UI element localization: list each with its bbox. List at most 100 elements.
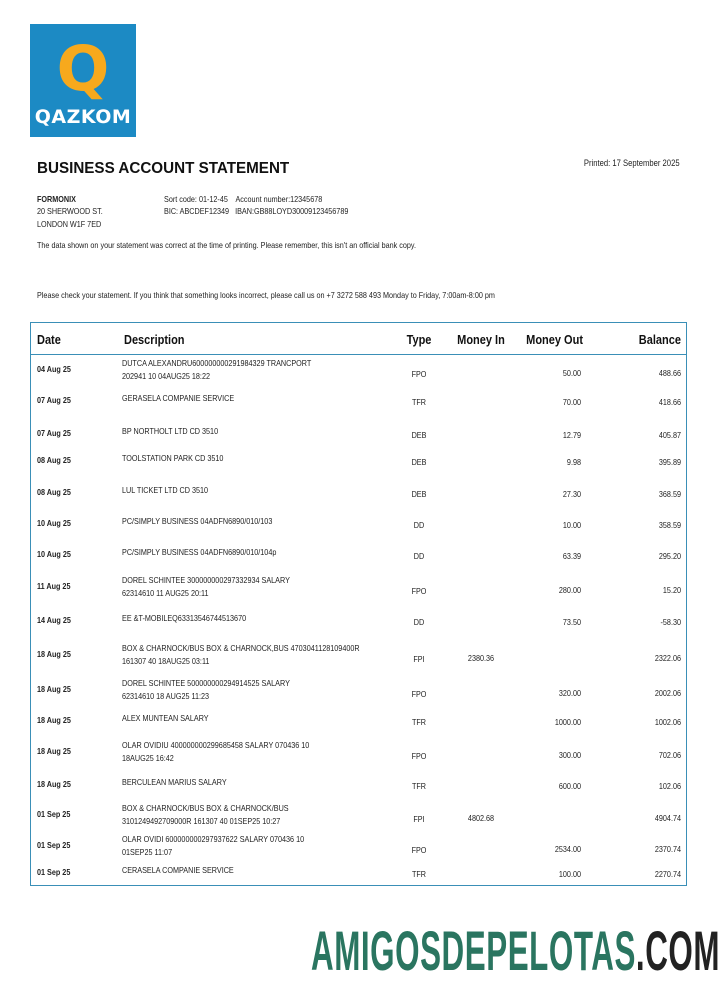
row-money-out: 2534.00 (554, 844, 581, 854)
row-description: DUTCA ALEXANDRU600000000291984329 TRANCP… (122, 358, 312, 368)
row-description: 18AUG25 16:42 (122, 753, 174, 763)
row-money-out: 27.30 (562, 489, 581, 499)
row-description: EE &T-MOBILEQ63313546744513670 (122, 613, 247, 623)
row-description: 3101249492709000R 161307 40 01SEP25 10:2… (122, 816, 281, 826)
row-type: DD (413, 617, 425, 627)
row-description: OLAR OVIDI 600000000297937622 SALARY 070… (122, 834, 305, 844)
logo-brand-text: QAZKOM (34, 106, 132, 128)
row-balance: 4904.74 (654, 813, 681, 823)
row-date: 01 Sep 25 (37, 809, 71, 819)
row-balance: 488.66 (658, 368, 681, 378)
row-money-out: 9.98 (566, 457, 581, 467)
row-type: FPO (411, 845, 427, 855)
row-money-out: 73.50 (562, 617, 581, 627)
row-balance: 358.59 (658, 520, 681, 530)
row-date: 10 Aug 25 (37, 549, 71, 559)
row-type: DEB (411, 457, 427, 467)
row-balance: 418.66 (658, 397, 681, 407)
row-balance: 2370.74 (654, 844, 681, 854)
header-type: Type (406, 333, 432, 347)
row-type: TFR (411, 717, 427, 727)
row-type: FPI (413, 654, 425, 664)
row-money-in: 2380.36 (467, 653, 495, 663)
row-money-out: 12.79 (562, 430, 581, 440)
bank-logo: Q QAZKOM (30, 24, 136, 137)
row-balance: 102.06 (658, 781, 681, 791)
printed-date: Printed: 17 September 2025 (584, 158, 680, 168)
row-money-out: 70.00 (562, 397, 581, 407)
row-description: BP NORTHOLT LTD CD 3510 (122, 426, 219, 436)
header-date: Date (37, 333, 61, 347)
row-type: FPO (411, 369, 427, 379)
row-money-out: 300.00 (558, 750, 581, 760)
row-date: 10 Aug 25 (37, 518, 71, 528)
row-balance: 405.87 (658, 430, 681, 440)
header-money-out: Money Out (526, 333, 583, 347)
row-balance: 2322.06 (654, 653, 681, 663)
header-balance: Balance (638, 333, 681, 347)
row-type: DEB (411, 489, 427, 499)
row-date: 18 Aug 25 (37, 649, 71, 659)
row-type: DD (413, 551, 425, 561)
row-money-out: 50.00 (562, 368, 581, 378)
row-date: 04 Aug 25 (37, 364, 71, 374)
row-money-out: 100.00 (558, 869, 581, 879)
row-description: 01SEP25 11:07 (122, 847, 173, 857)
row-type: FPI (413, 814, 425, 824)
watermark: AMIGOSDEPELOTAS.COM (311, 918, 720, 983)
header-description: Description (124, 333, 185, 347)
row-type: TFR (411, 869, 427, 879)
row-description: 62314610 18 AUG25 11:23 (122, 691, 210, 701)
row-description: TOOLSTATION PARK CD 3510 (122, 453, 224, 463)
page-title: BUSINESS ACCOUNT STATEMENT (37, 160, 290, 177)
row-type: DD (413, 520, 425, 530)
row-balance: 395.89 (658, 457, 681, 467)
row-date: 14 Aug 25 (37, 615, 71, 625)
row-money-out: 320.00 (558, 688, 581, 698)
row-description: PC/SIMPLY BUSINESS 04ADFN6890/010/103 (122, 516, 273, 526)
account-line1: Sort code: 01-12-45 Account number:12345… (164, 194, 323, 204)
row-description: 202941 10 04AUG25 18:22 (122, 371, 210, 381)
row-money-out: 1000.00 (554, 717, 581, 727)
row-description: 62314610 11 AUG25 20:11 (122, 588, 209, 598)
customer-name: FORMONIX (37, 194, 76, 204)
header-money-in: Money In (457, 333, 505, 347)
row-money-out: 63.39 (562, 551, 581, 561)
transactions-table: Date Description Type Money In Money Out… (30, 322, 687, 886)
row-description: BOX & CHARNOCK/BUS BOX & CHARNOCK/BUS (122, 803, 289, 813)
row-description: ALEX MUNTEAN SALARY (122, 713, 209, 723)
row-description: PC/SIMPLY BUSINESS 04ADFN6890/010/104p (122, 547, 277, 557)
row-type: FPO (411, 586, 427, 596)
logo-q-glyph: Q (56, 32, 110, 105)
row-balance: 368.59 (658, 489, 681, 499)
row-date: 01 Sep 25 (37, 867, 71, 877)
customer-address-line1: 20 SHERWOOD ST. (37, 206, 103, 216)
row-date: 18 Aug 25 (37, 779, 71, 789)
row-description: CERASELA COMPANIE SERVICE (122, 865, 234, 875)
row-description: BERCULEAN MARIUS SALARY (122, 777, 227, 787)
row-date: 01 Sep 25 (37, 840, 71, 850)
row-description: 161307 40 18AUG25 03:11 (122, 656, 210, 666)
row-type: FPO (411, 689, 427, 699)
row-balance: 15.20 (662, 585, 681, 595)
row-type: TFR (411, 397, 427, 407)
check-notice: Please check your statement. If you thin… (37, 290, 495, 300)
row-date: 07 Aug 25 (37, 428, 71, 438)
row-date: 08 Aug 25 (37, 455, 71, 465)
row-balance: 2002.06 (654, 688, 681, 698)
row-balance: 1002.06 (654, 717, 681, 727)
row-money-out: 280.00 (558, 585, 581, 595)
row-date: 08 Aug 25 (37, 487, 71, 497)
row-money-out: 600.00 (558, 781, 581, 791)
row-date: 11 Aug 25 (37, 581, 71, 591)
watermark-main: AMIGOSDEPELOTAS (311, 919, 636, 982)
header-divider (31, 354, 686, 355)
data-notice: The data shown on your statement was cor… (37, 240, 417, 250)
row-description: DOREL SCHINTEE 500000000294914525 SALARY (122, 678, 290, 688)
watermark-suffix: .COM (635, 919, 720, 982)
row-description: LUL TICKET LTD CD 3510 (122, 485, 209, 495)
row-date: 18 Aug 25 (37, 684, 71, 694)
row-money-out: 10.00 (562, 520, 581, 530)
customer-address-line2: LONDON W1F 7ED (37, 219, 102, 229)
row-description: OLAR OVIDIU 400000000299685458 SALARY 07… (122, 740, 310, 750)
